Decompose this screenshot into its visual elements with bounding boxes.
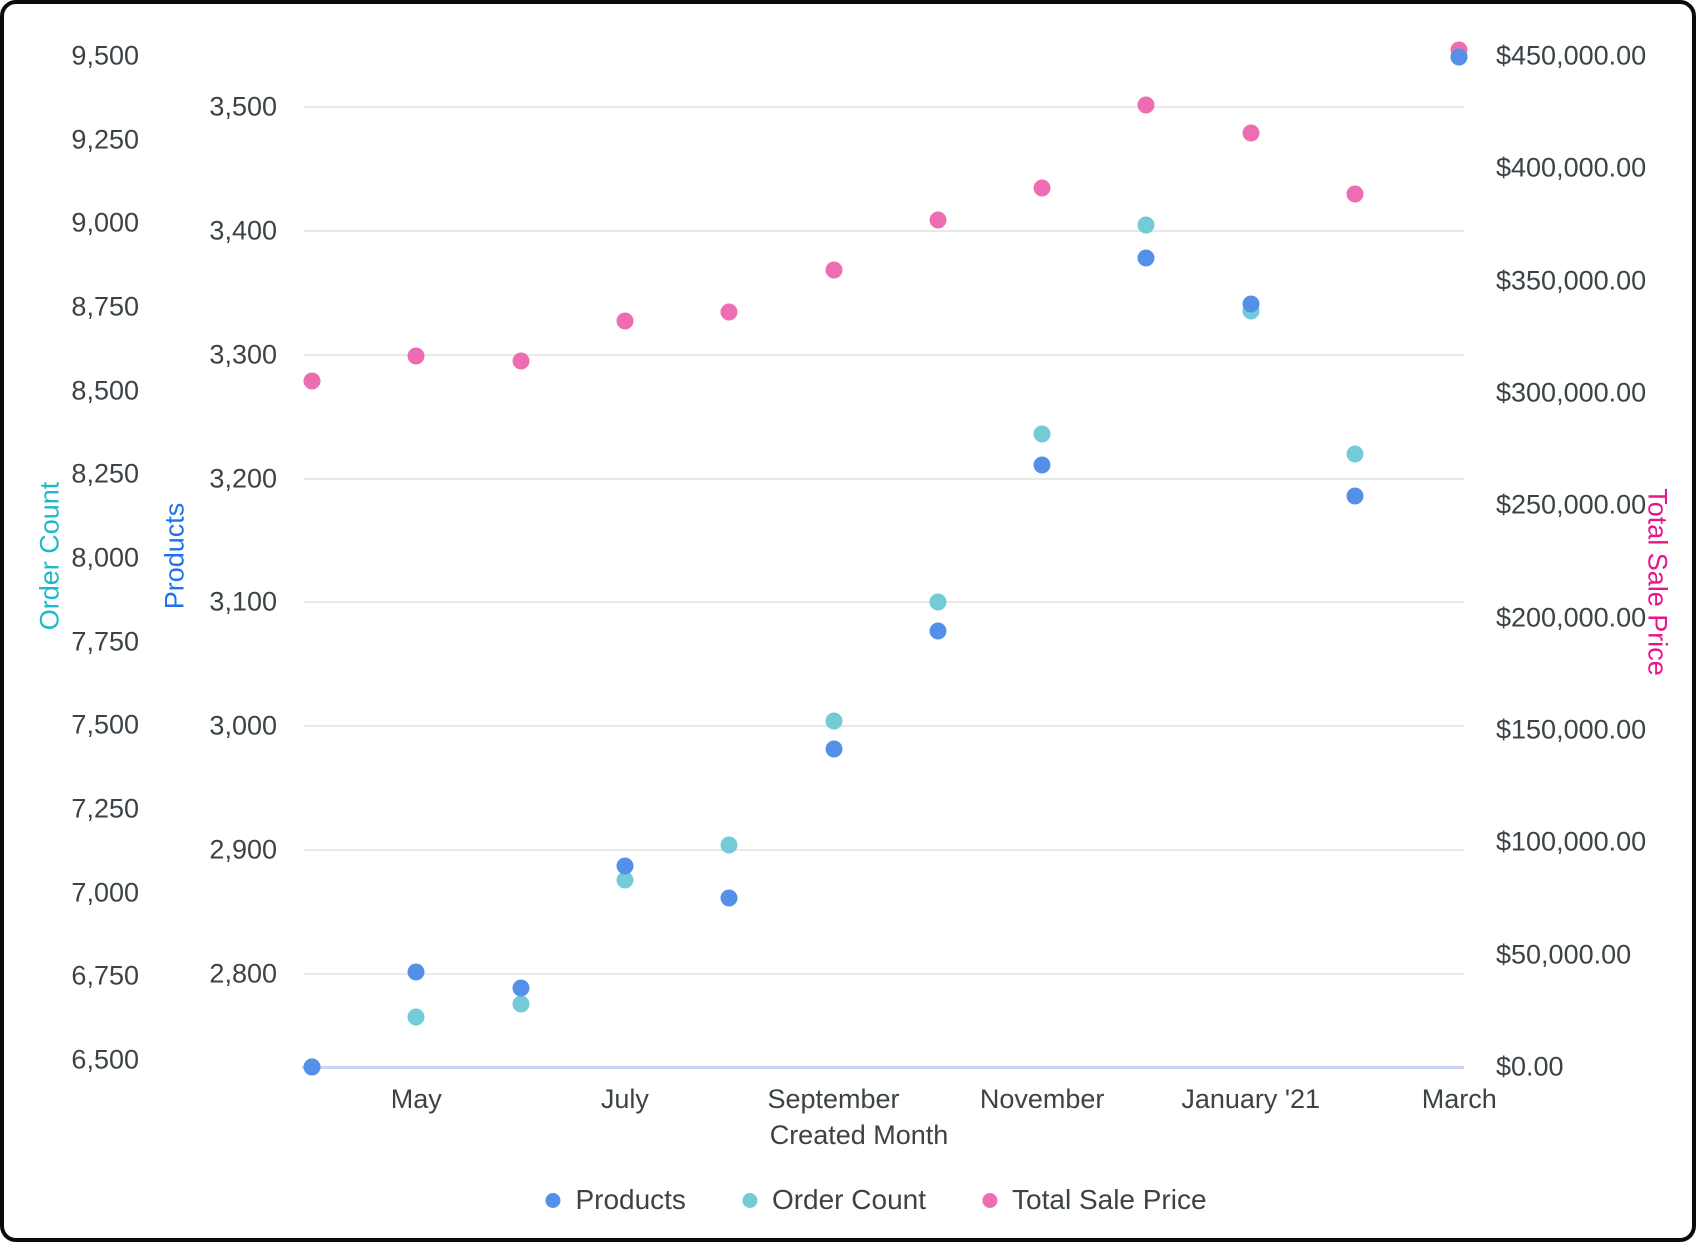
products-tick-label: 3,100 (209, 586, 277, 617)
point-total-sale-price-june[interactable] (512, 352, 530, 370)
point-products-november[interactable] (1033, 456, 1051, 474)
x-tick-label: September (767, 1084, 900, 1114)
order-count-axis-title: Order Count (34, 481, 65, 631)
order-count-tick-label: 9,000 (71, 207, 139, 238)
point-products-october[interactable] (929, 622, 947, 640)
point-order-count-october[interactable] (929, 593, 947, 611)
legend-dot-icon (982, 1192, 998, 1208)
point-total-sale-price-september[interactable] (825, 261, 842, 279)
point-order-count-june[interactable] (512, 995, 530, 1013)
point-products-august[interactable] (720, 889, 738, 907)
point-order-count-september[interactable] (825, 712, 842, 730)
gridline (304, 601, 1464, 604)
point-products-march[interactable] (1450, 48, 1468, 66)
order-count-tick-label: 8,750 (71, 291, 139, 322)
gridline (304, 725, 1464, 728)
point-products-september[interactable] (825, 740, 842, 758)
legend-dot-icon (741, 1192, 757, 1208)
price-tick-label: $300,000.00 (1496, 377, 1647, 408)
point-order-count-july[interactable] (616, 871, 634, 889)
point-products-february[interactable] (1346, 487, 1364, 505)
order-count-tick-label: 7,750 (71, 626, 139, 657)
gridline (304, 849, 1464, 852)
x-tick-label: May (390, 1084, 442, 1114)
x-axis-line (302, 1066, 1464, 1069)
point-products-january-21[interactable] (1242, 295, 1260, 313)
products-axis-title: Products (159, 502, 190, 610)
point-order-count-february[interactable] (1346, 445, 1364, 463)
products-tick-label: 2,900 (209, 834, 277, 865)
price-tick-label: $400,000.00 (1496, 152, 1647, 183)
price-tick-label: $250,000.00 (1496, 489, 1647, 520)
x-axis-title: Created Month (769, 1120, 949, 1150)
price-tick-label: $450,000.00 (1496, 40, 1647, 71)
point-total-sale-price-november[interactable] (1033, 179, 1051, 197)
legend-item-order-count[interactable]: Order Count (741, 1184, 927, 1215)
point-products-june[interactable] (512, 979, 530, 997)
order-count-tick-label: 9,250 (71, 124, 139, 155)
point-order-count-august[interactable] (720, 836, 738, 854)
x-tick-label: November (979, 1084, 1105, 1114)
products-tick-label: 3,200 (209, 463, 277, 494)
price-tick-label: $350,000.00 (1496, 265, 1647, 296)
point-total-sale-price-april[interactable] (303, 372, 321, 390)
gridline (304, 106, 1464, 108)
gridline (304, 973, 1464, 976)
point-products-july[interactable] (616, 857, 634, 875)
order-count-tick-label: 6,750 (71, 960, 139, 991)
order-count-tick-label: 7,500 (71, 709, 139, 740)
order-count-tick-label: 7,000 (71, 877, 139, 908)
gridline (304, 229, 1464, 232)
legend-item-products[interactable]: Products (545, 1186, 686, 1214)
products-tick-label: 3,500 (209, 91, 277, 122)
legend: Products Order Count Total Sale Price (545, 1184, 1207, 1215)
products-tick-label: 3,400 (209, 215, 277, 246)
products-tick-label: 3,300 (209, 339, 277, 370)
legend-label: Order Count (771, 1184, 927, 1215)
price-tick-label: $100,000.00 (1496, 826, 1647, 857)
order-count-tick-label: 9,500 (71, 40, 139, 71)
point-total-sale-price-august[interactable] (720, 303, 738, 321)
order-count-tick-label: 8,500 (71, 375, 139, 406)
x-tick-label: July (600, 1084, 649, 1114)
point-products-december[interactable] (1137, 249, 1155, 267)
products-tick-label: 3,000 (209, 710, 277, 741)
products-tick-label: 2,800 (209, 958, 277, 989)
point-order-count-may[interactable] (407, 1008, 425, 1026)
point-products-may[interactable] (407, 963, 425, 981)
legend-item-total-sale-price[interactable]: Total Sale Price (982, 1186, 1207, 1214)
x-tick-label: March (1421, 1084, 1497, 1114)
legend-dot-icon (545, 1192, 561, 1208)
point-order-count-december[interactable] (1137, 216, 1155, 234)
point-total-sale-price-january-21[interactable] (1242, 124, 1260, 142)
price-tick-label: $150,000.00 (1496, 714, 1647, 745)
gridline (304, 353, 1464, 356)
point-order-count-november[interactable] (1033, 425, 1051, 443)
legend-label: Total Sale Price (1012, 1184, 1207, 1215)
point-total-sale-price-may[interactable] (407, 347, 425, 365)
point-total-sale-price-december[interactable] (1137, 96, 1155, 114)
order-count-tick-label: 6,500 (71, 1044, 139, 1075)
price-tick-label: $200,000.00 (1496, 602, 1647, 633)
point-total-sale-price-october[interactable] (929, 211, 947, 229)
gridline (304, 477, 1464, 480)
price-tick-label: $50,000.00 (1496, 939, 1632, 970)
price-axis-title: Total Sale Price (1642, 488, 1673, 676)
point-total-sale-price-february[interactable] (1346, 185, 1364, 203)
order-count-tick-label: 8,000 (71, 542, 139, 573)
point-total-sale-price-july[interactable] (616, 312, 634, 330)
legend-label: Products (575, 1184, 686, 1215)
point-products-april[interactable] (303, 1058, 321, 1076)
x-tick-label: January '21 (1181, 1084, 1321, 1114)
order-count-tick-label: 7,250 (71, 793, 139, 824)
price-tick-label: $0.00 (1496, 1051, 1564, 1082)
order-count-tick-label: 8,250 (71, 458, 139, 489)
